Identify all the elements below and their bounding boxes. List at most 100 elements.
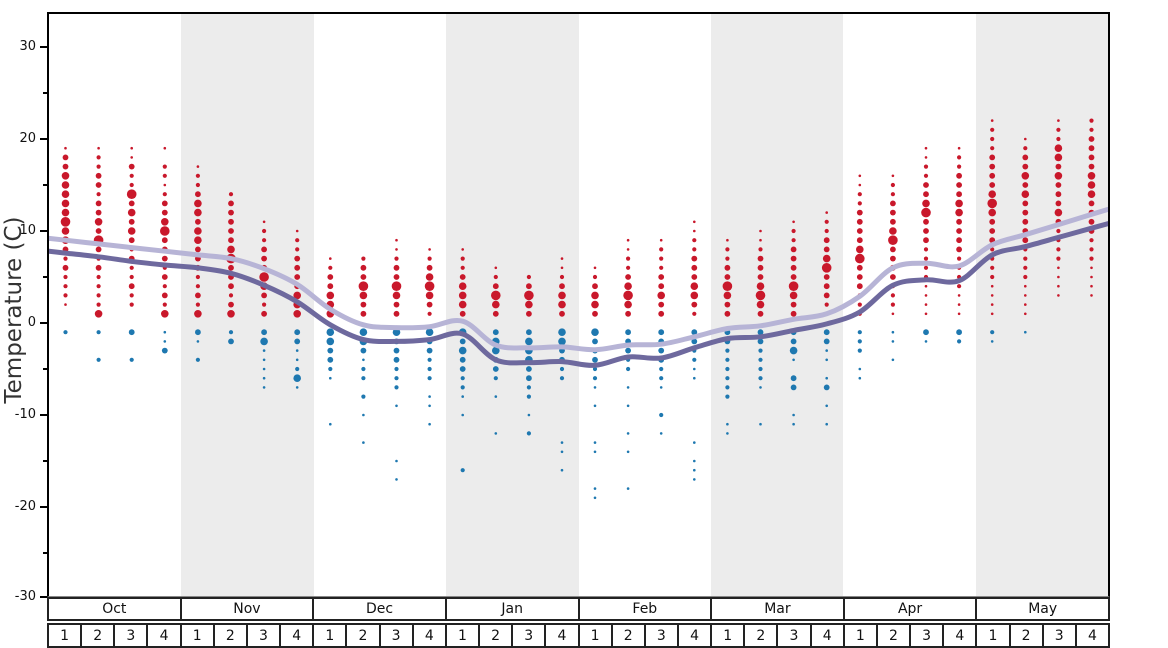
month-cell-dec: Dec: [314, 599, 447, 619]
positive-temp-dot: [61, 181, 70, 189]
positive-temp-dot: [990, 312, 994, 316]
positive-temp-dot: [61, 227, 70, 235]
negative-temp-dot: [459, 338, 466, 345]
negative-temp-dot: [593, 450, 597, 454]
positive-temp-dot: [626, 265, 631, 270]
positive-temp-dot: [691, 264, 698, 271]
positive-temp-dot: [94, 310, 103, 318]
positive-temp-dot: [924, 284, 928, 288]
negative-temp-dot: [659, 432, 663, 435]
positive-temp-dot: [161, 218, 169, 226]
negative-temp-dot: [428, 422, 431, 426]
negative-temp-dot: [163, 330, 167, 334]
positive-temp-dot: [757, 255, 764, 262]
negative-temp-dot: [361, 394, 366, 399]
negative-temp-dot: [295, 386, 299, 389]
positive-temp-dot: [1089, 247, 1094, 252]
positive-temp-dot: [824, 302, 829, 307]
positive-temp-dot: [790, 274, 797, 280]
positive-temp-dot: [822, 254, 831, 263]
negative-temp-dot: [494, 395, 498, 398]
y-minor-tick: [43, 184, 47, 186]
negative-temp-dot: [360, 347, 367, 354]
positive-temp-dot: [64, 146, 67, 150]
positive-temp-dot: [228, 209, 234, 216]
positive-temp-dot: [957, 284, 962, 289]
positive-temp-dot: [990, 303, 994, 306]
positive-temp-dot: [990, 247, 995, 252]
positive-temp-dot: [228, 228, 234, 234]
positive-temp-dot: [625, 274, 631, 280]
positive-temp-dot: [1054, 144, 1063, 152]
positive-temp-dot: [195, 182, 200, 188]
positive-temp-dot: [127, 227, 136, 235]
week-cell: 3: [1044, 625, 1077, 646]
positive-temp-dot: [923, 247, 929, 252]
positive-temp-dot: [161, 209, 168, 216]
negative-temp-dot: [294, 338, 301, 345]
week-cell: 1: [712, 625, 746, 646]
week-cell: 4: [679, 625, 713, 646]
positive-temp-dot: [126, 189, 137, 199]
positive-temp-dot: [426, 264, 433, 271]
positive-temp-dot: [624, 300, 632, 309]
positive-temp-dot: [890, 246, 896, 253]
negative-temp-dot: [693, 459, 696, 463]
positive-temp-dot: [724, 264, 731, 271]
positive-temp-dot: [393, 274, 400, 280]
positive-temp-dot: [161, 274, 168, 280]
positive-temp-dot: [393, 310, 400, 317]
positive-temp-dot: [494, 266, 498, 270]
negative-temp-dot: [990, 330, 995, 335]
positive-temp-dot: [461, 248, 465, 251]
positive-temp-dot: [195, 284, 200, 289]
month-cell-oct: Oct: [49, 599, 182, 619]
positive-temp-dot: [162, 302, 167, 307]
negative-temp-dot: [459, 356, 466, 363]
positive-temp-dot: [923, 182, 929, 188]
negative-temp-dot: [262, 386, 266, 389]
positive-temp-dot: [162, 164, 167, 169]
positive-temp-dot: [1089, 127, 1094, 132]
negative-temp-dot: [526, 394, 531, 399]
positive-temp-dot: [790, 264, 797, 271]
y-tick-label: 20: [19, 131, 36, 146]
positive-temp-dot: [623, 290, 633, 301]
positive-temp-dot: [261, 292, 267, 299]
positive-temp-dot: [1087, 172, 1096, 180]
month-cell-may: May: [1028, 601, 1058, 617]
positive-temp-dot: [891, 312, 895, 316]
positive-temp-dot: [957, 294, 961, 297]
positive-temp-dot: [161, 310, 169, 318]
negative-temp-dot: [591, 328, 599, 337]
negative-temp-dot: [758, 348, 763, 353]
positive-temp-dot: [726, 238, 729, 242]
negative-temp-dot: [857, 339, 862, 344]
positive-temp-dot: [755, 290, 766, 301]
positive-temp-dot: [791, 228, 796, 234]
positive-temp-dot: [63, 256, 68, 261]
negative-temp-dot: [659, 412, 664, 418]
positive-temp-dot: [96, 302, 101, 307]
plot-area: [47, 12, 1110, 597]
negative-temp-dot: [593, 487, 597, 490]
positive-temp-dot: [62, 163, 69, 170]
positive-temp-dot: [162, 192, 167, 197]
positive-temp-dot: [1023, 146, 1028, 151]
week-cell: 4: [281, 625, 315, 646]
negative-temp-dot: [328, 366, 333, 372]
negative-temp-dot: [262, 376, 266, 380]
positive-temp-dot: [759, 238, 762, 242]
positive-temp-dot: [988, 208, 996, 217]
positive-temp-dot: [161, 237, 168, 244]
negative-temp-dot: [726, 432, 729, 435]
positive-temp-dot: [95, 264, 102, 271]
positive-temp-dot: [326, 291, 335, 300]
positive-temp-dot: [857, 302, 862, 307]
positive-temp-dot: [989, 154, 996, 161]
positive-temp-dot: [228, 237, 234, 244]
negative-temp-dot: [527, 413, 531, 417]
positive-temp-dot: [129, 182, 134, 188]
positive-temp-dot: [64, 303, 67, 306]
negative-temp-dot: [725, 357, 730, 362]
